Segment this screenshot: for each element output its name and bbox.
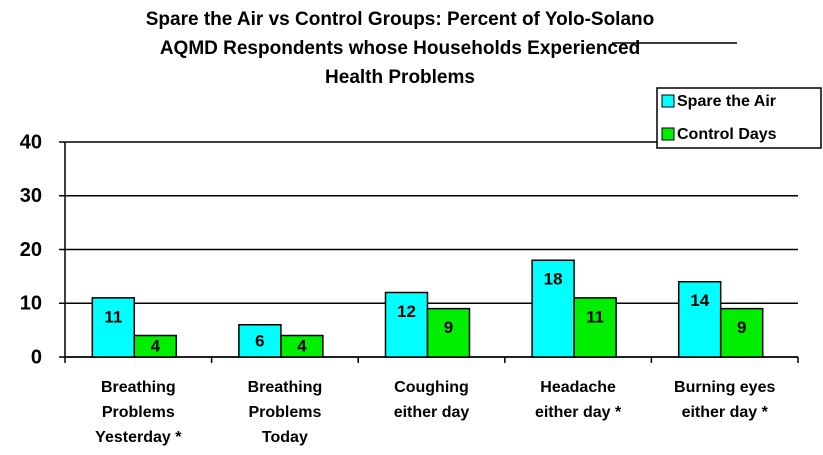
data-label: 6 bbox=[255, 331, 264, 350]
data-label: 9 bbox=[444, 318, 453, 337]
data-label: 14 bbox=[690, 291, 709, 310]
chart-title: Health Problems bbox=[325, 67, 475, 88]
bar bbox=[426, 307, 471, 358]
bar bbox=[280, 334, 324, 358]
data-label: 18 bbox=[544, 270, 563, 289]
data-label: 4 bbox=[297, 337, 307, 356]
bar bbox=[133, 334, 178, 358]
y-tick-label: 10 bbox=[20, 293, 42, 315]
bar bbox=[677, 281, 722, 358]
data-label: 4 bbox=[151, 337, 161, 356]
legend-label: Spare the Air bbox=[677, 93, 776, 110]
x-tick-label: either day bbox=[394, 404, 470, 421]
legend-box bbox=[656, 87, 822, 149]
data-label: 12 bbox=[397, 302, 416, 321]
data-label: 11 bbox=[104, 307, 122, 326]
chart-title: Spare the Air vs Control Groups: Percent… bbox=[146, 9, 655, 30]
x-tick-label: either day * bbox=[682, 404, 769, 421]
y-tick-label: 20 bbox=[20, 239, 42, 261]
legend-swatch bbox=[661, 127, 675, 141]
bar bbox=[573, 297, 617, 358]
x-tick-label: Today bbox=[262, 429, 308, 446]
x-tick-label: Breathing bbox=[248, 379, 323, 396]
y-tick-label: 0 bbox=[31, 346, 42, 368]
legend-swatch bbox=[661, 94, 675, 108]
data-label: 11 bbox=[586, 307, 604, 326]
legend-label: Control Days bbox=[677, 126, 777, 143]
bar bbox=[384, 291, 429, 358]
y-tick-label: 30 bbox=[20, 185, 42, 207]
x-tick-label: Coughing bbox=[394, 379, 469, 396]
bar bbox=[238, 324, 282, 358]
x-tick-label: Yesterday * bbox=[95, 429, 182, 446]
data-label: 9 bbox=[737, 318, 746, 337]
x-tick-label: Problems bbox=[248, 404, 321, 421]
chart-title: AQMD Respondents whose Households Experi… bbox=[160, 38, 640, 59]
x-tick-label: Burning eyes bbox=[674, 379, 775, 396]
x-tick-label: either day * bbox=[535, 404, 622, 421]
bar bbox=[719, 307, 764, 358]
x-tick-label: Problems bbox=[102, 404, 175, 421]
bar bbox=[91, 297, 136, 358]
x-tick-label: Headache bbox=[540, 379, 616, 396]
x-tick-label: Breathing bbox=[101, 379, 176, 396]
y-tick-label: 40 bbox=[20, 131, 42, 153]
